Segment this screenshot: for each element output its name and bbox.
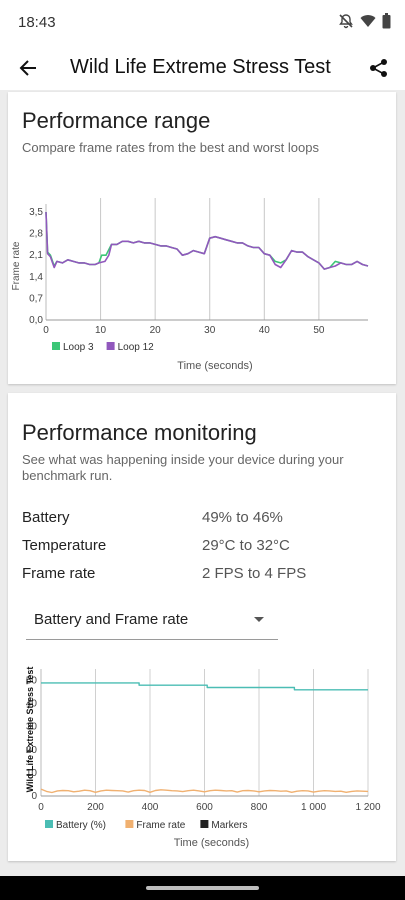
app-bar: Wild Life Extreme Stress Test [0, 46, 405, 90]
x-tick-label: 1 200 [355, 802, 380, 813]
legend-label: Loop 3 [63, 342, 94, 353]
monitoring-subtitle: See what was happening inside your devic… [22, 452, 344, 483]
x-tick-label: 200 [87, 802, 104, 813]
battery-framerate-chart: 0 10 20 30 40 50 0 200 400 600 800 1 000 1 200 Wild L… [25, 667, 381, 849]
x-axis-label: Time (seconds) [177, 360, 252, 372]
legend-swatch [106, 342, 115, 350]
y-tick-label: 2,1 [29, 250, 43, 261]
legend-label: Frame rate [136, 820, 185, 831]
y-tick-label: 1,4 [29, 272, 43, 283]
status-time: 18:43 [18, 14, 56, 31]
legend-swatch [45, 820, 53, 828]
x-axis-label: Time (seconds) [174, 837, 249, 849]
y-axis-label: Wild Life Extreme Stress Test [25, 667, 35, 793]
frame-rate-chart: 0,0 0,7 1,4 2,1 2,8 3,5 0 10 20 30 40 50 Frame rate L… [11, 198, 369, 372]
x-tick-label: 0 [38, 802, 44, 813]
x-tick-label: 800 [251, 802, 268, 813]
dropdown-arrow-icon [254, 617, 264, 622]
y-tick-label: 2,8 [29, 229, 43, 240]
metric-temperature-value: 29°C to 32°C [202, 537, 290, 554]
share-icon [370, 59, 387, 77]
page-title: Wild Life Extreme Stress Test [70, 56, 331, 78]
y-tick-label: 0 [31, 791, 37, 802]
series-line-1 [45, 211, 369, 270]
legend-swatch [52, 342, 60, 350]
series-line-0 [45, 211, 369, 270]
range-subtitle: Compare frame rates from the best and wo… [22, 140, 319, 155]
y-tick-label: 20 [26, 745, 38, 756]
status-icons [338, 13, 391, 29]
legend-swatch [125, 820, 134, 828]
metric-battery-value: 49% to 46% [202, 509, 283, 526]
monitoring-title: Performance monitoring [22, 420, 257, 445]
share-button[interactable] [365, 54, 393, 82]
metric-framerate-value: 2 FPS to 4 FPS [202, 565, 307, 582]
legend-label: Battery (%) [56, 820, 106, 831]
y-tick-label: 10 [26, 768, 38, 779]
chart-type-dropdown[interactable]: Battery and Frame rate [26, 599, 278, 640]
series-line-0 [41, 682, 368, 691]
x-tick-label: 50 [313, 325, 325, 336]
x-tick-label: 0 [43, 325, 49, 336]
y-tick-label: 50 [26, 676, 38, 687]
battery-icon [382, 13, 391, 29]
x-tick-label: 600 [196, 802, 213, 813]
x-tick-label: 1 000 [301, 802, 326, 813]
y-tick-label: 3,5 [29, 207, 43, 218]
y-tick-label: 30 [26, 722, 38, 733]
metric-framerate-label: Frame rate [22, 565, 96, 582]
mute-icon [339, 14, 353, 29]
metric-temperature-label: Temperature [22, 537, 107, 554]
legend-label: Loop 12 [118, 342, 155, 353]
performance-range-card: Performance range Compare frame rates fr… [8, 92, 396, 384]
x-tick-label: 30 [204, 325, 216, 336]
back-button[interactable] [14, 54, 42, 82]
y-axis-label: Frame rate [11, 241, 22, 290]
wifi-icon [360, 15, 376, 27]
y-tick-label: 0,0 [29, 315, 43, 326]
x-tick-label: 20 [150, 325, 162, 336]
dropdown-selected: Battery and Frame rate [34, 611, 189, 628]
metric-battery-label: Battery [22, 509, 70, 526]
y-tick-label: 0,7 [29, 293, 43, 304]
range-title: Performance range [22, 108, 211, 133]
x-tick-label: 40 [259, 325, 271, 336]
navigation-bar [0, 876, 405, 900]
series-line-1 [40, 788, 369, 794]
performance-monitoring-card: Performance monitoring See what was happ… [8, 393, 396, 861]
x-tick-label: 400 [142, 802, 159, 813]
y-tick-label: 40 [26, 699, 38, 710]
x-tick-label: 10 [95, 325, 107, 336]
back-arrow-icon [19, 60, 36, 76]
status-bar: 18:43 [0, 0, 405, 46]
legend-label: Markers [211, 820, 247, 831]
legend-swatch [200, 820, 209, 828]
home-handle[interactable] [146, 886, 259, 890]
